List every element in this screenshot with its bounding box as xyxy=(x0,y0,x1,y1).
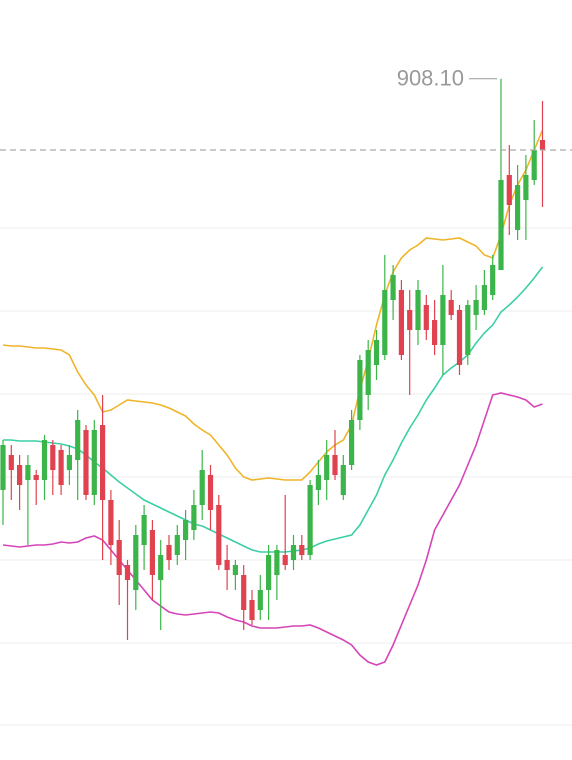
candle-body xyxy=(315,475,321,490)
candle-body xyxy=(0,445,6,490)
candle-body xyxy=(432,320,438,345)
candle-body xyxy=(357,360,363,420)
candle-body xyxy=(307,485,313,555)
indicator-line xyxy=(2,129,544,481)
candle-body xyxy=(299,545,305,555)
candle-body xyxy=(490,265,496,295)
candle-body xyxy=(506,175,512,205)
candle-body xyxy=(423,305,429,330)
candle-body xyxy=(66,455,72,470)
candle-body xyxy=(50,445,56,470)
candle-body xyxy=(124,565,131,580)
candle-body xyxy=(523,175,529,200)
candle-body xyxy=(232,565,238,575)
high-label: 908.10 xyxy=(397,66,464,91)
candle-body xyxy=(224,560,230,570)
candle-body xyxy=(498,180,504,270)
candle-body xyxy=(390,275,396,300)
candle-body xyxy=(75,420,81,460)
candle-body xyxy=(41,440,48,480)
candle-body xyxy=(539,140,546,150)
candle-body xyxy=(25,465,31,480)
candle-body xyxy=(456,310,463,365)
candle-body xyxy=(448,300,454,315)
candle-body xyxy=(349,420,355,465)
candle-body xyxy=(266,555,272,590)
candle-body xyxy=(207,475,214,510)
candle-body xyxy=(515,185,521,230)
candle-body xyxy=(257,590,263,610)
candle-body xyxy=(481,285,487,310)
candle-body xyxy=(183,520,189,540)
candle-body xyxy=(373,340,380,365)
candle-body xyxy=(17,465,23,485)
candle-body xyxy=(141,515,147,545)
candle-body xyxy=(199,470,205,505)
candle-body xyxy=(290,545,297,560)
candle-body xyxy=(133,535,139,590)
overlay: 908.10 xyxy=(0,66,572,151)
indicator-lines xyxy=(2,129,544,666)
candle-body xyxy=(149,530,155,575)
indicator-line xyxy=(3,266,544,553)
candle-body xyxy=(166,545,172,560)
candle-body xyxy=(249,600,255,620)
candle-body xyxy=(241,575,247,610)
candle-body xyxy=(465,305,471,355)
candle-body xyxy=(274,550,280,575)
candle-body xyxy=(108,500,114,545)
candle-body xyxy=(191,505,197,530)
candle-body xyxy=(332,455,338,475)
candle-body xyxy=(8,455,14,470)
candle-body xyxy=(33,475,39,480)
candle-body xyxy=(174,535,180,555)
candle-body xyxy=(340,465,346,495)
candles xyxy=(0,78,546,640)
candle-body xyxy=(58,450,64,485)
candle-body xyxy=(116,540,122,575)
candle-body xyxy=(216,505,222,565)
candle-body xyxy=(91,430,97,495)
candle-body xyxy=(324,455,330,480)
candle-body xyxy=(531,150,537,180)
candle-body xyxy=(365,350,371,395)
candle-body xyxy=(407,310,413,330)
candle-body xyxy=(382,290,388,355)
candle-body xyxy=(158,555,164,580)
candle-body xyxy=(100,425,106,500)
candle-body xyxy=(440,295,446,345)
candle-body xyxy=(473,300,479,315)
candle-body xyxy=(415,290,421,330)
candle-body xyxy=(398,290,404,355)
candle-body xyxy=(83,430,89,495)
indicator-line xyxy=(2,392,543,666)
candle-body xyxy=(282,555,288,565)
